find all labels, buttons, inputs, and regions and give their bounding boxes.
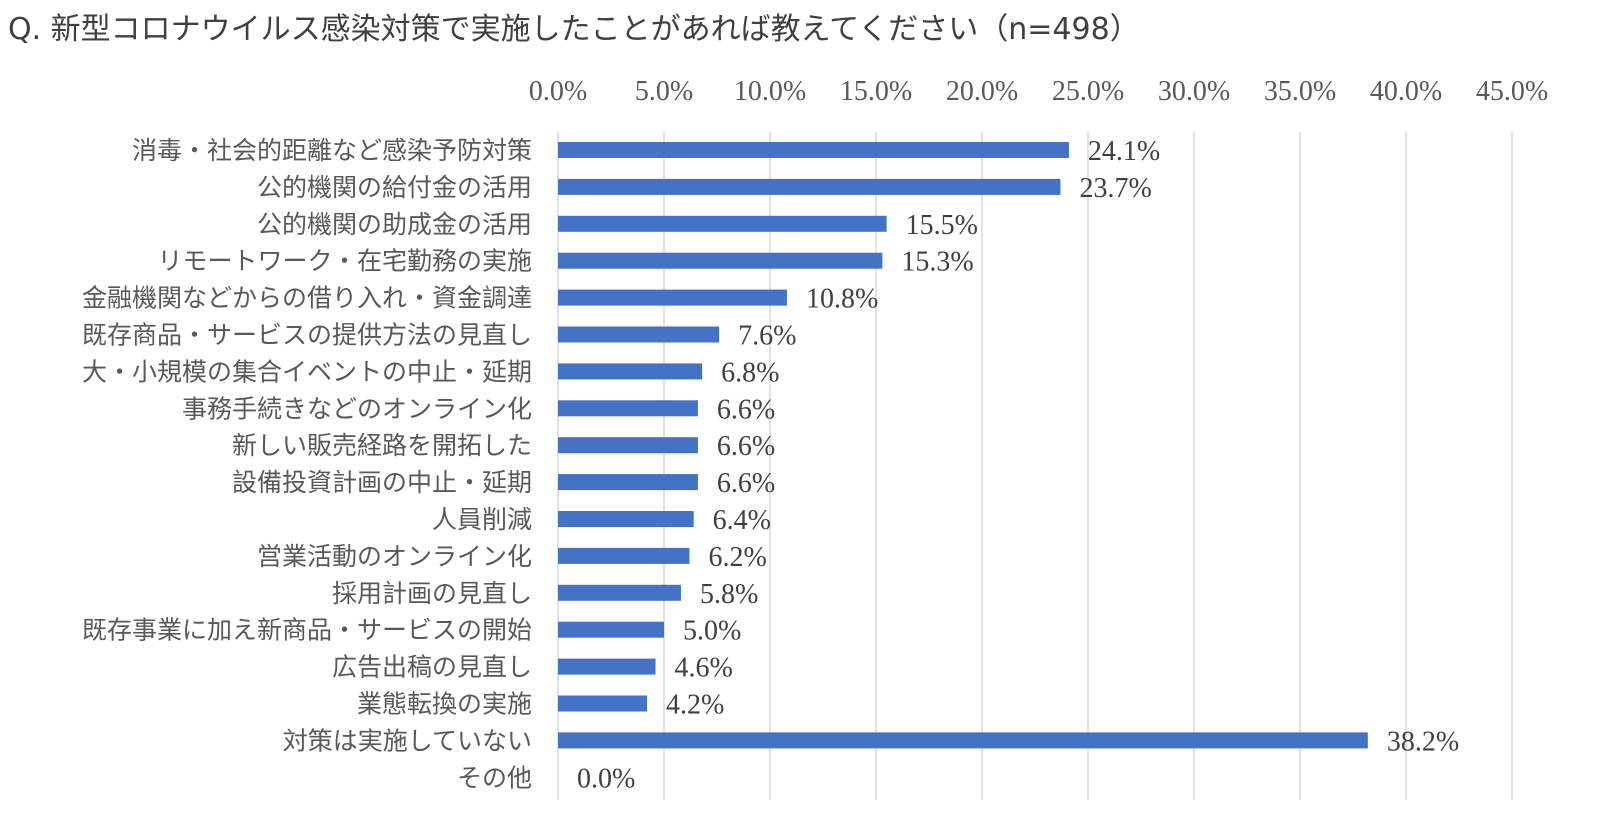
x-tick-label: 30.0% bbox=[1158, 76, 1230, 107]
bars bbox=[558, 142, 1368, 749]
bar bbox=[558, 142, 1069, 158]
data-label: 4.6% bbox=[675, 653, 733, 684]
x-tick-label: 0.0% bbox=[529, 76, 587, 107]
category-label: 金融機関などからの借り入れ・資金調達 bbox=[82, 284, 532, 313]
bar bbox=[558, 547, 690, 564]
bar bbox=[558, 363, 703, 380]
category-label: リモートワーク・在宅勤務の実施 bbox=[157, 247, 532, 276]
x-axis-ticks: 0.0% 5.0% 10.0% 15.0% 20.0% 25.0% 30.0% 35.0% 40… bbox=[529, 76, 1548, 107]
bar bbox=[558, 437, 698, 454]
category-label: 既存事業に加え新商品・サービスの開始 bbox=[82, 616, 532, 645]
data-label: 6.2% bbox=[708, 542, 766, 573]
data-label: 23.7% bbox=[1079, 173, 1151, 204]
category-labels: 消毒・社会的距離など感染予防対策公的機関の給付金の活用公的機関の助成金の活用リモ… bbox=[82, 136, 532, 792]
bar bbox=[558, 511, 694, 527]
category-label: 既存商品・サービスの提供方法の見直し bbox=[82, 321, 532, 350]
category-label: 新しい販売経路を開拓した bbox=[232, 431, 532, 460]
category-label: 公的機関の給付金の活用 bbox=[257, 173, 532, 202]
grid-lines bbox=[557, 132, 1513, 800]
bar bbox=[558, 400, 698, 417]
category-label: その他 bbox=[457, 763, 532, 792]
x-tick-label: 10.0% bbox=[734, 76, 806, 107]
category-label: 対策は実施していない bbox=[283, 726, 532, 755]
x-tick-label: 25.0% bbox=[1052, 76, 1124, 107]
category-label: 営業活動のオンライン化 bbox=[257, 542, 532, 571]
data-label: 4.2% bbox=[666, 690, 724, 721]
x-tick-label: 40.0% bbox=[1370, 76, 1442, 107]
category-label: 人員削減 bbox=[432, 505, 532, 534]
bar bbox=[558, 215, 887, 232]
data-label: 7.6% bbox=[738, 321, 796, 352]
data-label: 15.3% bbox=[901, 247, 973, 278]
data-label: 5.0% bbox=[683, 616, 741, 647]
data-label: 6.4% bbox=[713, 505, 771, 536]
bar bbox=[558, 621, 664, 638]
bar bbox=[558, 178, 1061, 195]
category-label: 消毒・社会的距離など感染予防対策 bbox=[132, 136, 532, 165]
category-label: 広告出稿の見直し bbox=[332, 653, 532, 682]
category-label: 公的機関の助成金の活用 bbox=[257, 210, 532, 239]
data-labels: 24.1% 23.7% 15.5% 15.3% 10.8% 7.6% 6.8% 6.6% 6.6… bbox=[577, 136, 1459, 794]
category-label: 採用計画の見直し bbox=[332, 579, 532, 608]
data-label: 5.8% bbox=[700, 579, 758, 610]
category-label: 設備投資計画の中止・延期 bbox=[232, 468, 532, 497]
category-label: 大・小規模の集合イベントの中止・延期 bbox=[82, 357, 532, 386]
data-label: 6.8% bbox=[721, 357, 779, 388]
bar bbox=[558, 732, 1368, 749]
data-label: 0.0% bbox=[577, 763, 635, 794]
x-tick-label: 45.0% bbox=[1476, 76, 1548, 107]
bar bbox=[558, 658, 656, 675]
bar bbox=[558, 252, 883, 269]
bar bbox=[558, 474, 698, 491]
bar bbox=[558, 289, 787, 306]
data-label: 6.6% bbox=[717, 468, 775, 499]
data-label: 10.8% bbox=[806, 284, 878, 315]
x-tick-label: 35.0% bbox=[1264, 76, 1336, 107]
x-tick-label: 5.0% bbox=[635, 76, 693, 107]
data-label: 24.1% bbox=[1088, 136, 1160, 167]
data-label: 15.5% bbox=[906, 210, 978, 241]
data-label: 6.6% bbox=[717, 394, 775, 425]
bar bbox=[558, 326, 720, 343]
category-label: 事務手続きなどのオンライン化 bbox=[182, 394, 532, 423]
chart-title: Q. 新型コロナウイルス感染対策で実施したことがあれば教えてください（n=498… bbox=[8, 12, 1140, 47]
bar bbox=[558, 584, 681, 601]
category-label: 業態転換の実施 bbox=[357, 690, 532, 719]
data-label: 38.2% bbox=[1387, 726, 1459, 757]
x-tick-label: 20.0% bbox=[946, 76, 1018, 107]
x-tick-label: 15.0% bbox=[840, 76, 912, 107]
data-label: 6.6% bbox=[717, 431, 775, 462]
bar bbox=[558, 695, 648, 712]
